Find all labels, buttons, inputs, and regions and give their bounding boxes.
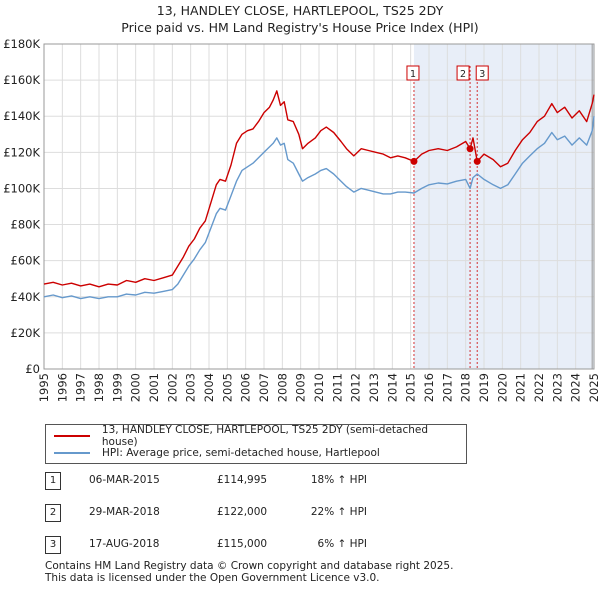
x-tick-label: 2006	[239, 373, 253, 402]
sale-row: 1 06-MAR-2015 £114,995 18% ↑ HPI	[45, 472, 565, 492]
sale-hpi-change: 22% ↑ HPI	[310, 506, 367, 518]
sale-price: £114,995	[217, 474, 268, 486]
x-tick-label: 2012	[349, 373, 363, 402]
x-tick-label: 1998	[92, 373, 106, 402]
x-tick-label: 2009	[294, 373, 308, 402]
x-tick-label: 2004	[202, 373, 216, 402]
x-tick-label: 2002	[165, 373, 179, 402]
legend-swatch-price	[54, 435, 90, 437]
sale-marker-box	[475, 65, 489, 81]
y-tick-label: £140K	[3, 109, 40, 123]
x-tick-label: 1995	[37, 373, 51, 402]
footer: Contains HM Land Registry data © Crown c…	[45, 560, 453, 584]
legend-item-hpi: HPI: Average price, semi-detached house,…	[54, 445, 380, 461]
x-tick-label: 2000	[129, 373, 143, 402]
legend-label-price: 13, HANDLEY CLOSE, HARTLEPOOL, TS25 2DY …	[101, 424, 429, 448]
footer-line2: This data is licensed under the Open Gov…	[45, 572, 380, 584]
sale-point	[410, 157, 418, 165]
chart-title-line2: Price paid vs. HM Land Registry's House …	[121, 20, 479, 35]
x-tick-label: 2014	[385, 373, 399, 402]
x-tick-label: 2013	[367, 373, 381, 402]
x-tick-label: 2017	[440, 373, 454, 402]
plot-frame	[43, 43, 595, 370]
x-tick-label: 2016	[422, 373, 436, 402]
x-tick-label: 1996	[55, 373, 69, 402]
x-tick-label: 2020	[495, 373, 509, 402]
sale-marker-label: 1	[410, 69, 416, 80]
legend-item-price: 13, HANDLEY CLOSE, HARTLEPOOL, TS25 2DY …	[54, 424, 466, 448]
sale-date: 17-AUG-2018	[89, 538, 160, 550]
x-tick-label: 2019	[477, 373, 491, 402]
chart-title: 13, HANDLEY CLOSE, HARTLEPOOL, TS25 2DY …	[0, 2, 600, 36]
y-tick-label: £20K	[11, 326, 41, 340]
x-tick-label: 2015	[404, 373, 418, 402]
x-tick-label: 2005	[220, 373, 234, 402]
sale-price: £115,000	[217, 538, 268, 550]
sale-number-badge: 3	[45, 536, 61, 554]
y-tick-label: £160K	[3, 73, 40, 87]
sale-row: 3 17-AUG-2018 £115,000 6% ↑ HPI	[45, 536, 565, 556]
x-tick-label: 2008	[275, 373, 289, 402]
x-tick-label: 2024	[569, 373, 583, 402]
shaded-region	[413, 44, 594, 369]
sale-date: 29-MAR-2018	[89, 506, 160, 518]
x-tick-label: 2018	[459, 373, 473, 402]
x-tick-label: 2011	[330, 373, 344, 402]
y-tick-label: £180K	[3, 37, 40, 51]
x-tick-label: 2001	[147, 373, 161, 402]
sale-marker-label: 2	[460, 69, 466, 80]
sale-price: £122,000	[217, 506, 268, 518]
y-tick-label: £120K	[3, 145, 40, 159]
x-tick-label: 2023	[550, 373, 564, 402]
chart-title-line1: 13, HANDLEY CLOSE, HARTLEPOOL, TS25 2DY	[156, 3, 444, 18]
price-chart: £0 £20K £40K £60K £80K £100K £120K £140K £160K £1…	[3, 37, 600, 402]
x-tick-label: 2010	[312, 373, 326, 402]
price-series-line	[43, 90, 595, 288]
hpi-series-line	[43, 116, 595, 300]
sale-hpi-change: 6% ↑ HPI	[317, 538, 367, 550]
x-tick-label: 2007	[257, 373, 271, 402]
x-tick-label: 1999	[110, 373, 124, 402]
y-tick-label: £100K	[3, 181, 40, 195]
x-tick-label: 2021	[514, 373, 528, 402]
legend: 13, HANDLEY CLOSE, HARTLEPOOL, TS25 2DY …	[45, 424, 467, 464]
y-tick-label: £60K	[11, 254, 41, 268]
y-tick-label: £40K	[11, 290, 41, 304]
x-tick-label: 1997	[74, 373, 88, 402]
footer-line1: Contains HM Land Registry data © Crown c…	[45, 560, 454, 572]
sale-marker-label: 3	[479, 69, 485, 80]
sale-number-badge: 2	[45, 504, 61, 522]
x-tick-label: 2022	[532, 373, 546, 402]
sale-point	[473, 157, 481, 165]
y-tick-label: £0	[25, 362, 40, 376]
y-tick-label: £80K	[11, 218, 41, 232]
sale-point	[466, 145, 474, 153]
sale-hpi-change: 18% ↑ HPI	[310, 474, 367, 486]
x-tick-label: 2025	[587, 373, 600, 402]
sale-date: 06-MAR-2015	[89, 474, 160, 486]
sale-marker-box	[406, 65, 420, 81]
legend-label-hpi: HPI: Average price, semi-detached house,…	[102, 447, 380, 459]
legend-swatch-hpi	[54, 452, 90, 454]
sale-row: 2 29-MAR-2018 £122,000 22% ↑ HPI	[45, 504, 565, 524]
x-tick-label: 2003	[184, 373, 198, 402]
sale-marker-box	[456, 65, 470, 81]
sale-number-badge: 1	[45, 472, 61, 490]
